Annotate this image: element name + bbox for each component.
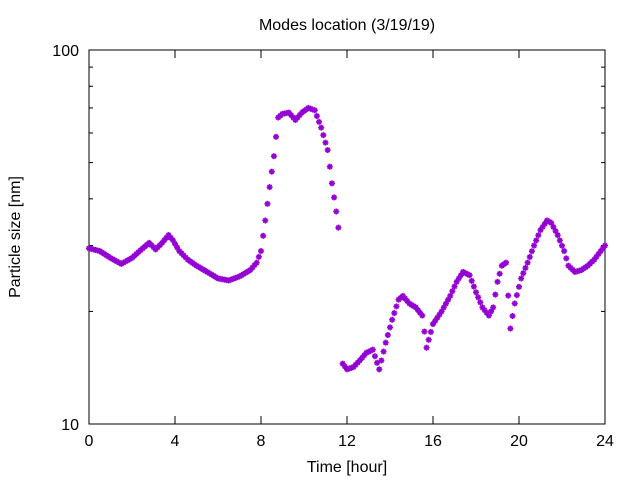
x-tick-label: 12 (338, 433, 356, 450)
x-tick-label: 4 (171, 433, 180, 450)
data-point (326, 163, 333, 170)
data-point (311, 107, 318, 114)
data-point (503, 259, 510, 266)
data-point (554, 232, 561, 239)
data-point (511, 300, 518, 307)
data-point (313, 113, 320, 120)
data-point (331, 194, 338, 201)
x-tick-label: 0 (85, 433, 94, 450)
data-point (563, 255, 570, 262)
data-point (507, 325, 514, 332)
data-markers (86, 104, 608, 373)
data-point (522, 264, 529, 271)
data-point (268, 168, 275, 175)
data-point (559, 242, 565, 249)
data-point (470, 283, 477, 290)
x-ticks: 0 4 8 12 16 20 24 (85, 50, 614, 450)
data-point (531, 242, 538, 249)
data-point (322, 139, 329, 146)
data-point (475, 294, 482, 301)
x-tick-label: 16 (424, 433, 442, 450)
data-point (335, 224, 342, 231)
data-point (518, 275, 525, 282)
data-point (318, 124, 325, 131)
data-point (255, 253, 262, 260)
data-point (561, 248, 568, 255)
x-tick-label: 20 (510, 433, 528, 450)
data-point (496, 270, 503, 277)
data-point (389, 316, 396, 323)
y-tick-label: 100 (52, 43, 79, 60)
data-point (427, 328, 434, 335)
data-point (449, 288, 456, 295)
data-point (391, 310, 398, 317)
data-point (490, 304, 497, 311)
y-minor-ticks (89, 66, 605, 312)
data-point (520, 270, 527, 277)
data-point (376, 366, 383, 373)
data-point (384, 332, 391, 339)
data-point (468, 277, 475, 284)
data-point (513, 292, 520, 299)
data-point (535, 232, 542, 239)
data-point (378, 357, 385, 364)
data-point (447, 292, 454, 299)
data-point (266, 184, 273, 191)
data-point (264, 200, 271, 207)
chart-title: Modes location (3/19/19) (259, 17, 435, 34)
data-point (524, 259, 531, 266)
data-point (324, 147, 331, 154)
data-point (533, 237, 540, 244)
data-point (262, 217, 269, 224)
data-point (320, 132, 327, 139)
x-axis-label: Time [hour] (307, 459, 387, 476)
data-point (374, 359, 381, 366)
data-point (494, 278, 501, 285)
data-point (253, 259, 260, 266)
data-point (270, 153, 277, 160)
data-point (477, 299, 484, 306)
data-point (316, 118, 323, 125)
data-point (425, 336, 432, 343)
data-point (473, 289, 479, 296)
data-point (516, 283, 522, 290)
data-point (451, 283, 458, 290)
data-point (260, 232, 267, 239)
data-point (509, 313, 516, 320)
data-point (369, 346, 376, 353)
y-tick-label: 10 (61, 417, 79, 434)
data-point (328, 180, 335, 187)
data-point (421, 328, 428, 335)
y-axis-label: Particle size [nm] (7, 176, 24, 298)
data-point (380, 348, 387, 355)
data-point (273, 133, 280, 140)
data-point (419, 312, 426, 319)
data-point (528, 248, 535, 255)
data-point (382, 339, 389, 346)
data-point (526, 253, 533, 260)
data-point (492, 291, 499, 298)
y-ticks: 10 100 (52, 43, 605, 434)
data-point (393, 303, 400, 310)
x-tick-label: 24 (596, 433, 614, 450)
data-point (602, 242, 608, 249)
data-point (333, 208, 340, 215)
data-point (371, 353, 378, 360)
data-point (387, 324, 393, 331)
data-point (556, 237, 563, 244)
data-point (505, 292, 512, 299)
x-tick-label: 8 (257, 433, 266, 450)
data-point (466, 272, 473, 279)
data-point (423, 344, 430, 351)
data-point (258, 248, 264, 255)
